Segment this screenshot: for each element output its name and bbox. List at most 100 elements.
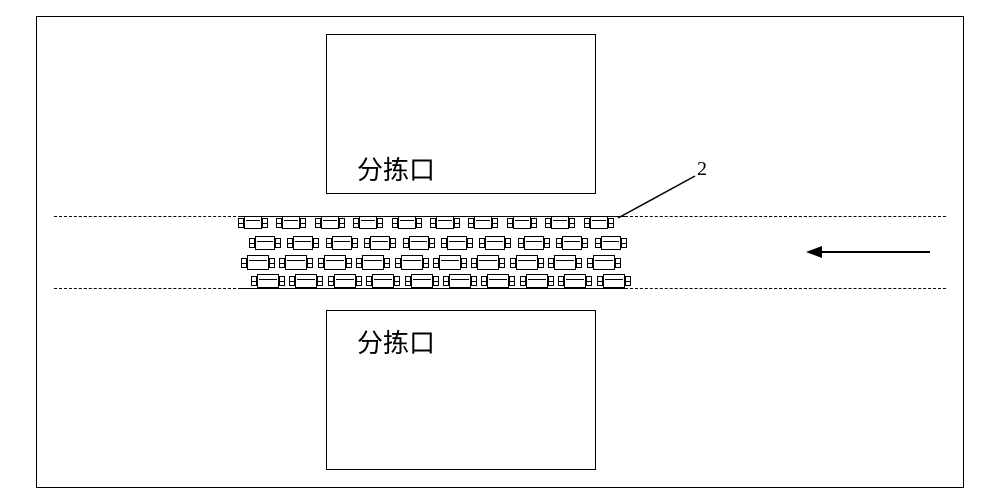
- roller-tab: [384, 258, 390, 268]
- roller-unit: [409, 236, 429, 250]
- roller-tab: [499, 258, 505, 268]
- roller-unit: [593, 255, 615, 270]
- roller-tab: [558, 276, 564, 286]
- flow-direction-arrow-head: [806, 246, 822, 258]
- roller-unit: [590, 216, 608, 229]
- roller-unit: [372, 274, 394, 288]
- roller-unit: [526, 274, 548, 288]
- roller-tab: [317, 276, 323, 286]
- roller-tab: [443, 276, 449, 286]
- roller-tab: [346, 258, 352, 268]
- roller-unit: [257, 274, 279, 288]
- roller-tab: [582, 238, 588, 248]
- roller-tab: [353, 218, 359, 228]
- roller-tab: [510, 258, 516, 268]
- roller-unit: [324, 255, 346, 270]
- roller-tab: [467, 238, 473, 248]
- roller-tab: [569, 218, 575, 228]
- roller-tab: [586, 276, 592, 286]
- roller-tab: [584, 218, 590, 228]
- roller-tab: [318, 258, 324, 268]
- roller-tab: [576, 258, 582, 268]
- roller-tab: [608, 218, 614, 228]
- roller-tab: [468, 218, 474, 228]
- conveyor-edge-bottom-right: [625, 288, 946, 289]
- roller-tab: [531, 218, 537, 228]
- roller-unit: [524, 236, 544, 250]
- roller-tab: [392, 218, 398, 228]
- diagram-stage: 分拣口 分拣口 2: [0, 0, 1000, 504]
- roller-unit: [244, 216, 262, 229]
- sorter-roller-module: [241, 216, 625, 288]
- roller-unit: [293, 236, 313, 250]
- roller-unit: [447, 236, 467, 250]
- roller-unit: [564, 274, 586, 288]
- roller-tab: [339, 218, 345, 228]
- roller-tab: [518, 238, 524, 248]
- conveyor-edge-top-left: [54, 216, 241, 217]
- roller-tab: [276, 218, 282, 228]
- roller-tab: [300, 218, 306, 228]
- roller-unit: [449, 274, 471, 288]
- roller-tab: [538, 258, 544, 268]
- roller-tab: [279, 258, 285, 268]
- roller-tab: [587, 258, 593, 268]
- roller-tab: [307, 258, 313, 268]
- roller-tab: [433, 276, 439, 286]
- roller-tab: [429, 238, 435, 248]
- conveyor-edge-bottom-left: [54, 288, 241, 289]
- roller-tab: [364, 238, 370, 248]
- roller-unit: [401, 255, 423, 270]
- module-rail-bottom: [241, 288, 625, 289]
- roller-tab: [377, 218, 383, 228]
- roller-tab: [390, 238, 396, 248]
- roller-unit: [247, 255, 269, 270]
- roller-unit: [477, 255, 499, 270]
- roller-unit: [551, 216, 569, 229]
- roller-unit: [282, 216, 300, 229]
- roller-tab: [544, 238, 550, 248]
- roller-tab: [597, 276, 603, 286]
- roller-tab: [423, 258, 429, 268]
- roller-unit: [516, 255, 538, 270]
- roller-tab: [416, 218, 422, 228]
- roller-tab: [279, 276, 285, 286]
- roller-tab: [625, 276, 631, 286]
- roller-tab: [238, 218, 244, 228]
- roller-tab: [505, 238, 511, 248]
- roller-unit: [554, 255, 576, 270]
- roller-unit: [411, 274, 433, 288]
- roller-unit: [513, 216, 531, 229]
- roller-tab: [520, 276, 526, 286]
- roller-tab: [454, 218, 460, 228]
- roller-tab: [556, 238, 562, 248]
- roller-tab: [430, 218, 436, 228]
- roller-tab: [481, 276, 487, 286]
- roller-tab: [326, 238, 332, 248]
- roller-tab: [471, 258, 477, 268]
- roller-tab: [313, 238, 319, 248]
- roller-unit: [321, 216, 339, 229]
- roller-tab: [394, 276, 400, 286]
- roller-tab: [545, 218, 551, 228]
- roller-tab: [275, 238, 281, 248]
- roller-tab: [479, 238, 485, 248]
- roller-unit: [370, 236, 390, 250]
- roller-tab: [356, 276, 362, 286]
- roller-unit: [295, 274, 317, 288]
- roller-unit: [487, 274, 509, 288]
- roller-tab: [287, 238, 293, 248]
- roller-unit: [562, 236, 582, 250]
- roller-tab: [509, 276, 515, 286]
- callout-label-2: 2: [697, 158, 707, 181]
- roller-tab: [595, 238, 601, 248]
- roller-unit: [332, 236, 352, 250]
- bottom-sorting-port-box: 分拣口: [326, 310, 596, 470]
- roller-tab: [352, 238, 358, 248]
- roller-unit: [398, 216, 416, 229]
- roller-tab: [328, 276, 334, 286]
- roller-tab: [548, 276, 554, 286]
- roller-tab: [249, 238, 255, 248]
- roller-unit: [439, 255, 461, 270]
- roller-unit: [436, 216, 454, 229]
